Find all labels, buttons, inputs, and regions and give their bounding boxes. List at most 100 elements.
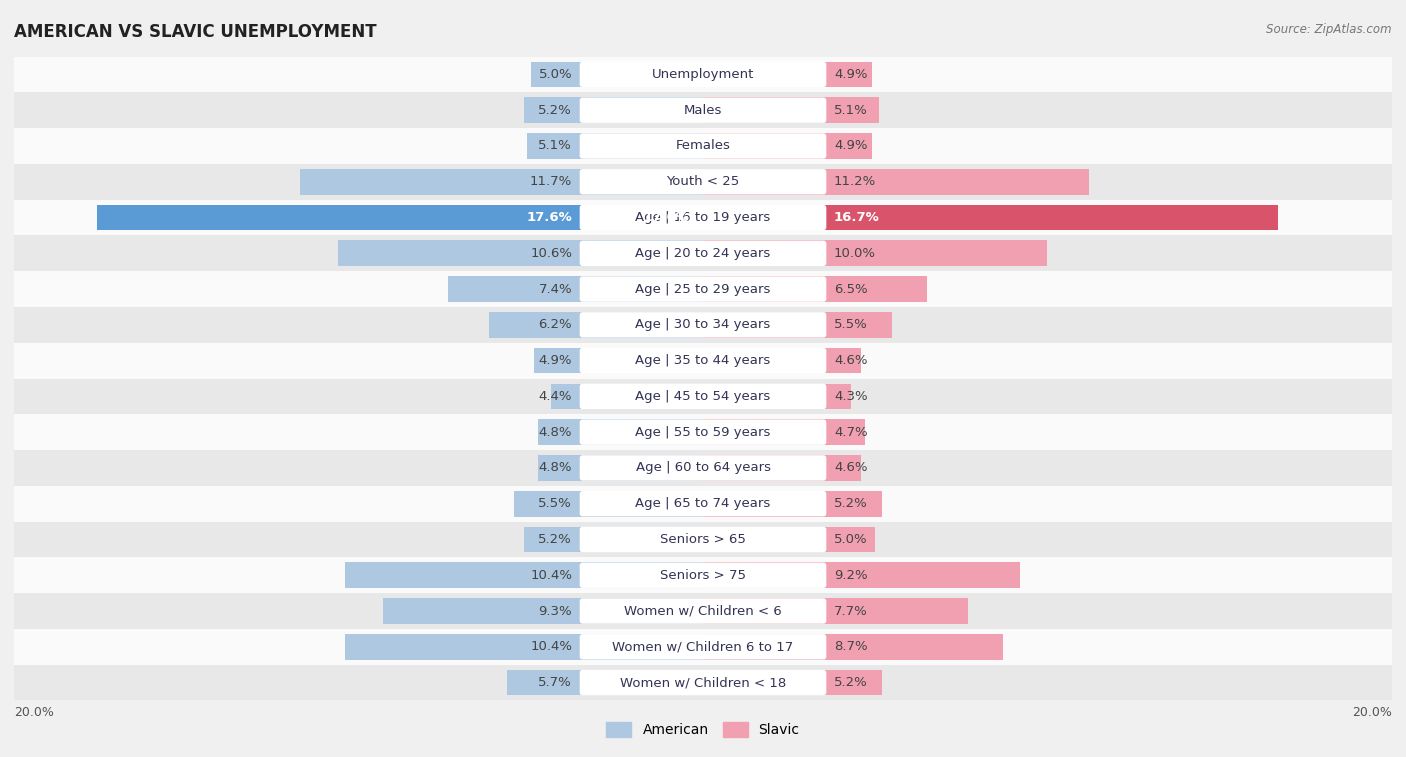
Text: Women w/ Children 6 to 17: Women w/ Children 6 to 17 xyxy=(613,640,793,653)
FancyBboxPatch shape xyxy=(579,562,827,588)
Bar xyxy=(14,271,1392,307)
Text: 4.9%: 4.9% xyxy=(834,139,868,152)
Bar xyxy=(703,419,865,445)
FancyBboxPatch shape xyxy=(579,169,827,195)
FancyBboxPatch shape xyxy=(579,133,827,159)
FancyBboxPatch shape xyxy=(579,62,827,87)
Bar xyxy=(344,562,703,588)
Text: Age | 55 to 59 years: Age | 55 to 59 years xyxy=(636,425,770,438)
Text: 5.0%: 5.0% xyxy=(538,68,572,81)
Bar xyxy=(703,98,879,123)
Text: Females: Females xyxy=(675,139,731,152)
Bar xyxy=(14,414,1392,450)
Bar xyxy=(449,276,703,302)
Bar xyxy=(14,486,1392,522)
Bar xyxy=(14,665,1392,700)
Bar xyxy=(703,276,927,302)
FancyBboxPatch shape xyxy=(579,384,827,409)
Bar xyxy=(14,92,1392,128)
Bar xyxy=(14,128,1392,164)
Text: 4.6%: 4.6% xyxy=(834,462,868,475)
Bar xyxy=(703,204,1278,230)
Bar xyxy=(14,629,1392,665)
Bar xyxy=(14,235,1392,271)
Bar xyxy=(14,164,1392,200)
Text: 4.9%: 4.9% xyxy=(538,354,572,367)
Bar xyxy=(703,169,1088,195)
FancyBboxPatch shape xyxy=(579,348,827,373)
Bar xyxy=(14,378,1392,414)
Text: Age | 30 to 34 years: Age | 30 to 34 years xyxy=(636,319,770,332)
Text: Youth < 25: Youth < 25 xyxy=(666,176,740,188)
Text: 5.1%: 5.1% xyxy=(834,104,868,117)
Bar xyxy=(703,455,862,481)
Text: Age | 45 to 54 years: Age | 45 to 54 years xyxy=(636,390,770,403)
Text: Age | 35 to 44 years: Age | 35 to 44 years xyxy=(636,354,770,367)
Text: 7.7%: 7.7% xyxy=(834,605,868,618)
Bar xyxy=(703,347,862,373)
Bar xyxy=(14,200,1392,235)
Bar xyxy=(527,133,703,159)
Bar xyxy=(537,455,703,481)
Bar xyxy=(489,312,703,338)
FancyBboxPatch shape xyxy=(579,455,827,481)
Bar xyxy=(97,204,703,230)
Text: 10.4%: 10.4% xyxy=(530,640,572,653)
Bar xyxy=(344,634,703,659)
Bar xyxy=(14,522,1392,557)
Text: Seniors > 65: Seniors > 65 xyxy=(659,533,747,546)
FancyBboxPatch shape xyxy=(579,241,827,266)
Text: 16.7%: 16.7% xyxy=(834,211,880,224)
Text: Seniors > 75: Seniors > 75 xyxy=(659,569,747,581)
Bar xyxy=(299,169,703,195)
Bar xyxy=(14,450,1392,486)
Text: 6.2%: 6.2% xyxy=(538,319,572,332)
Text: Women w/ Children < 6: Women w/ Children < 6 xyxy=(624,605,782,618)
Text: 10.6%: 10.6% xyxy=(530,247,572,260)
Bar xyxy=(14,343,1392,378)
Bar xyxy=(513,491,703,516)
Bar xyxy=(703,312,893,338)
Bar xyxy=(524,98,703,123)
FancyBboxPatch shape xyxy=(579,312,827,338)
Text: Males: Males xyxy=(683,104,723,117)
Text: 17.6%: 17.6% xyxy=(644,211,689,224)
Text: 4.8%: 4.8% xyxy=(538,462,572,475)
FancyBboxPatch shape xyxy=(579,205,827,230)
FancyBboxPatch shape xyxy=(579,491,827,516)
FancyBboxPatch shape xyxy=(579,276,827,302)
Text: 4.8%: 4.8% xyxy=(538,425,572,438)
Text: Unemployment: Unemployment xyxy=(652,68,754,81)
Text: Source: ZipAtlas.com: Source: ZipAtlas.com xyxy=(1267,23,1392,36)
Text: 20.0%: 20.0% xyxy=(1353,706,1392,719)
Text: 11.2%: 11.2% xyxy=(834,176,876,188)
FancyBboxPatch shape xyxy=(579,634,827,659)
Bar xyxy=(524,527,703,553)
Bar xyxy=(537,419,703,445)
Bar xyxy=(703,634,1002,659)
Text: Age | 65 to 74 years: Age | 65 to 74 years xyxy=(636,497,770,510)
Text: 10.4%: 10.4% xyxy=(530,569,572,581)
Text: 4.4%: 4.4% xyxy=(538,390,572,403)
FancyBboxPatch shape xyxy=(579,98,827,123)
Text: 5.5%: 5.5% xyxy=(834,319,868,332)
Text: Age | 25 to 29 years: Age | 25 to 29 years xyxy=(636,282,770,295)
Bar xyxy=(531,61,703,87)
FancyBboxPatch shape xyxy=(579,527,827,552)
Text: 6.5%: 6.5% xyxy=(834,282,868,295)
Text: 5.2%: 5.2% xyxy=(538,104,572,117)
Text: 5.1%: 5.1% xyxy=(538,139,572,152)
Bar xyxy=(703,670,882,696)
FancyBboxPatch shape xyxy=(579,598,827,624)
Bar xyxy=(14,57,1392,92)
Bar xyxy=(14,557,1392,593)
Bar xyxy=(551,384,703,410)
Text: 5.5%: 5.5% xyxy=(538,497,572,510)
Text: 4.6%: 4.6% xyxy=(834,354,868,367)
Bar xyxy=(703,598,969,624)
Text: 7.4%: 7.4% xyxy=(538,282,572,295)
Text: 5.7%: 5.7% xyxy=(538,676,572,689)
Bar xyxy=(703,61,872,87)
Text: 5.2%: 5.2% xyxy=(538,533,572,546)
Bar xyxy=(703,384,851,410)
